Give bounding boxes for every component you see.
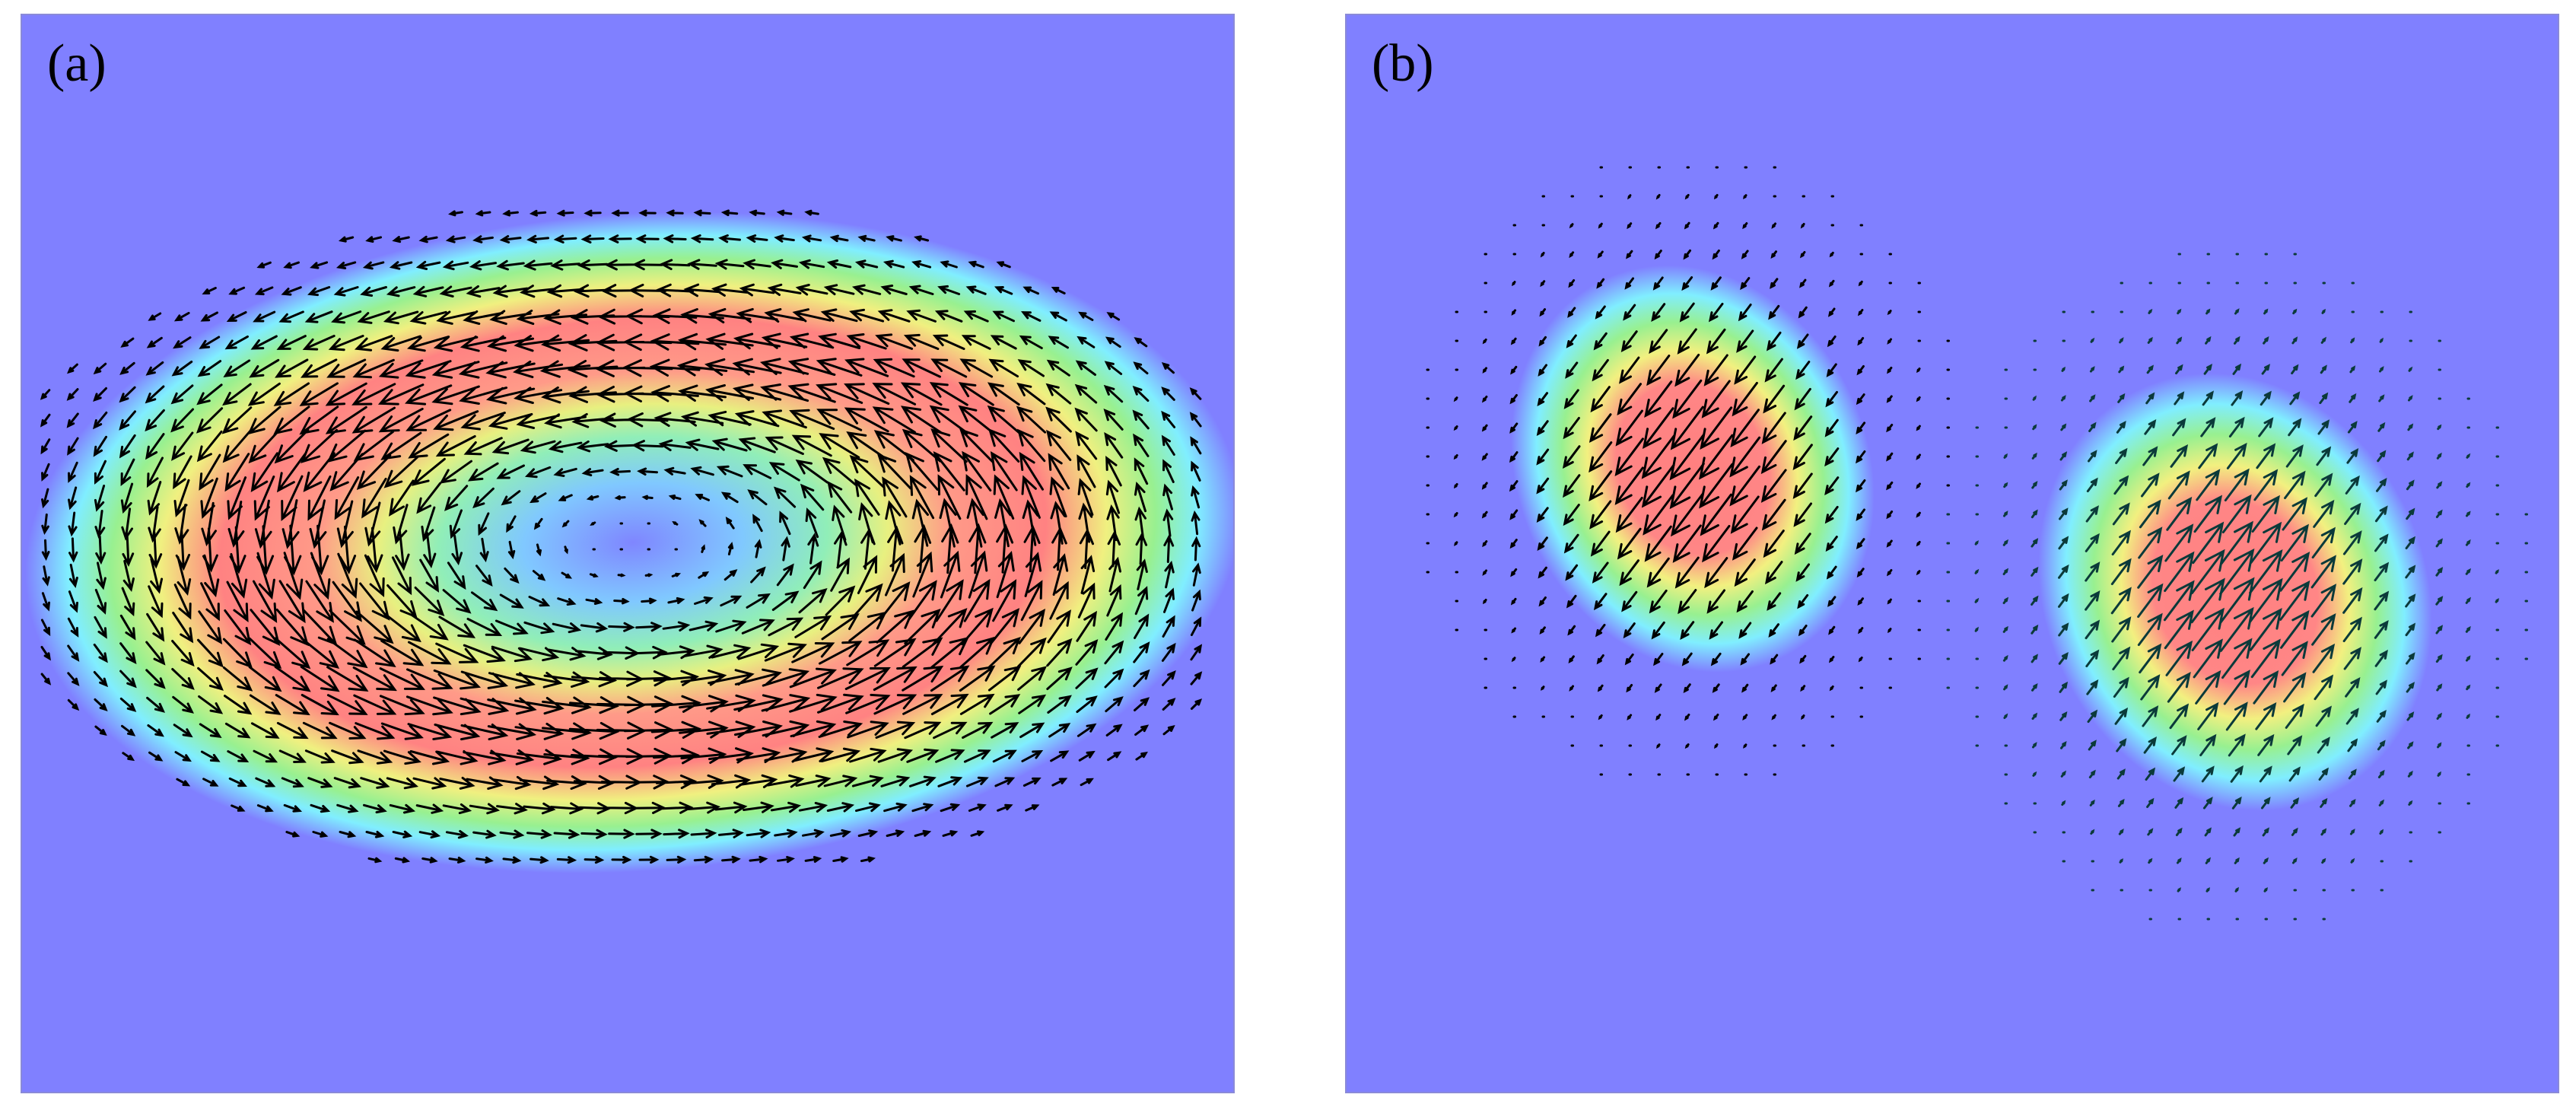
panel-frame [21, 14, 1235, 1093]
vector-field [40, 209, 1203, 864]
panel-label: (a) [47, 34, 107, 93]
arrows [1946, 253, 2528, 921]
panel-b [1346, 14, 2559, 1093]
arrows [1426, 166, 1950, 776]
panel-frame [1345, 14, 2559, 1093]
heatmap-blob [2038, 373, 2432, 811]
panel-a [21, 14, 1234, 1093]
arrows [40, 209, 1203, 864]
panel-label: (b) [1372, 34, 1434, 93]
vector-field [1426, 166, 2528, 921]
